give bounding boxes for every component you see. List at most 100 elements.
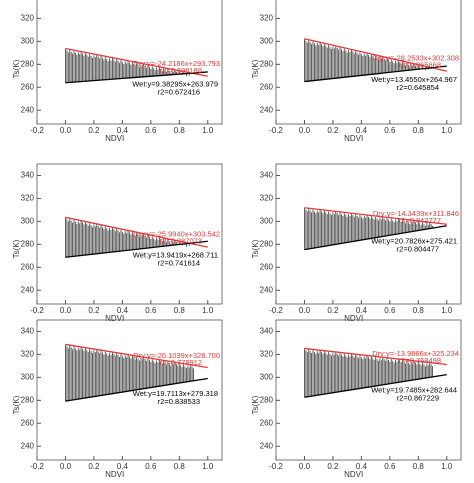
wet-equation: Wet:y=19.7113x+279.318 [133, 389, 218, 398]
y-tick-label: 320 [21, 194, 35, 203]
panel: -0.2 0.0 0.2 0.4 0.6 0.8 1.0 240 260 280 300 320 NDV… [12, 0, 223, 143]
x-axis-label: NDVI [344, 314, 363, 323]
x-tick-label: 0.8 [413, 126, 425, 135]
dry-edge [304, 38, 447, 72]
panel: -0.2 0.0 0.2 0.4 0.6 0.8 1.0 240 260 280 300 320 340… [12, 163, 223, 323]
x-tick-label: 0.2 [88, 462, 100, 471]
x-tick-label: 0.2 [327, 306, 339, 315]
y-tick-label: 260 [21, 262, 35, 271]
y-axis-label: Ts(K) [251, 395, 260, 414]
x-tick-label: 0.4 [356, 462, 368, 471]
y-tick-label: 280 [21, 239, 35, 248]
y-tick-label: 320 [260, 14, 274, 23]
y-tick-label: 300 [260, 36, 274, 45]
x-tick-label: 0.4 [356, 306, 368, 315]
x-tick-label: 0.8 [413, 462, 425, 471]
y-tick-label: 240 [260, 105, 274, 114]
x-tick-label: 0.8 [174, 126, 186, 135]
x-tick-label: -0.2 [30, 126, 44, 135]
dry-r2: r2=0.768498 [399, 356, 441, 365]
x-tick-label: 1.0 [441, 306, 453, 315]
x-tick-label: 1.0 [202, 306, 214, 315]
y-axis-label: Ts(K) [12, 239, 21, 258]
x-tick-label: 0.2 [88, 126, 100, 135]
x-tick-label: 1.0 [441, 462, 453, 471]
y-tick-label: 320 [260, 194, 274, 203]
wet-equation: Wet:y=13.9419x+268.711 [133, 250, 218, 259]
y-tick-label: 340 [260, 327, 274, 336]
x-tick-label: 1.0 [441, 126, 453, 135]
x-tick-label: 0.4 [117, 126, 129, 135]
dry-r2: r2=0.887073 [160, 237, 202, 246]
x-tick-label: 0.8 [174, 462, 186, 471]
x-tick-label: 0.4 [117, 306, 129, 315]
x-axis-label: NDVI [105, 314, 124, 323]
wet-equation: Wet:y=9.38295x+263.979 [132, 80, 218, 89]
x-axis-label: NDVI [105, 134, 124, 143]
x-tick-label: 0.8 [413, 306, 425, 315]
y-tick-label: 240 [260, 441, 274, 450]
wet-r2: r2=0.838533 [158, 397, 200, 406]
wet-r2: r2=0.867229 [397, 393, 439, 402]
x-tick-label: -0.2 [30, 462, 44, 471]
y-tick-label: 240 [21, 441, 35, 450]
x-tick-label: 0.2 [327, 126, 339, 135]
plot-frame [36, 0, 223, 125]
y-tick-label: 320 [260, 350, 274, 359]
y-tick-label: 340 [21, 327, 35, 336]
y-axis-label: Ts(K) [12, 59, 21, 78]
y-tick-label: 300 [21, 372, 35, 381]
wet-edge [65, 377, 208, 402]
y-axis-label: Ts(K) [251, 59, 260, 78]
wet-equation: Wet:y=19.7485x+282.644 [371, 385, 457, 394]
wet-edge [65, 240, 208, 258]
y-tick-label: 320 [21, 14, 35, 23]
x-tick-label: -0.2 [269, 462, 283, 471]
x-tick-label: 1.0 [202, 462, 214, 471]
panel: -0.2 0.0 0.2 0.4 0.6 0.8 1.0 240 260 280 300 320 340… [251, 163, 462, 323]
wet-r2: r2=0.645854 [397, 83, 439, 92]
dry-equation: Dry:y=-20.1039x+328.700 [133, 351, 220, 360]
x-tick-label: 0.2 [88, 306, 100, 315]
y-tick-label: 260 [21, 82, 35, 91]
wet-equation: Wet:y=13.4550x+264.967 [371, 75, 457, 84]
x-axis-label: NDVI [344, 134, 363, 143]
x-tick-label: 0.0 [60, 126, 72, 135]
dry-r2: r2=0.778912 [160, 358, 202, 367]
y-tick-label: 280 [21, 59, 35, 68]
y-tick-label: 340 [260, 171, 274, 180]
x-tick-label: 0.6 [384, 126, 396, 135]
panel: -0.2 0.0 0.2 0.4 0.6 0.8 1.0 240 260 280 300 320 NDV… [251, 0, 462, 143]
dry-equation: Dry:y=-13.9866x+325.234 [372, 349, 459, 358]
y-tick-label: 320 [21, 350, 35, 359]
y-tick-label: 300 [21, 216, 35, 225]
x-tick-label: 0.8 [174, 306, 186, 315]
y-tick-label: 300 [260, 216, 274, 225]
x-tick-label: 0.0 [299, 462, 311, 471]
wet-r2: r2=0.672416 [158, 88, 200, 97]
y-tick-label: 260 [260, 82, 274, 91]
dry-r2: r2=0.842777 [399, 216, 441, 225]
y-tick-label: 340 [21, 171, 35, 180]
panel: -0.2 0.0 0.2 0.4 0.6 0.8 1.0 240 260 280 300 320 340… [12, 319, 223, 479]
wet-equation: Wet:y=20.7826x+275.421 [371, 237, 457, 246]
x-axis-label: NDVI [344, 470, 363, 478]
wet-r2: r2=0.741614 [158, 258, 200, 267]
x-tick-label: 0.6 [145, 462, 157, 471]
y-tick-label: 260 [260, 262, 274, 271]
x-tick-label: -0.2 [30, 306, 44, 315]
y-axis-label: Ts(K) [12, 395, 21, 414]
x-tick-label: 0.6 [145, 126, 157, 135]
y-axis-label: Ts(K) [251, 239, 260, 258]
dry-r2: r2=0.865668 [399, 60, 441, 69]
y-tick-label: 280 [21, 395, 35, 404]
x-tick-label: 0.0 [60, 306, 72, 315]
x-tick-label: 0.2 [327, 462, 339, 471]
dry-edge [65, 343, 208, 369]
x-tick-label: 0.0 [60, 462, 72, 471]
x-axis-label: NDVI [105, 470, 124, 478]
x-tick-label: 0.6 [145, 306, 157, 315]
x-tick-label: 0.4 [117, 462, 129, 471]
dry-equation: Dry:y=-24.2186x+293.793 [133, 59, 220, 68]
y-tick-label: 300 [260, 372, 274, 381]
